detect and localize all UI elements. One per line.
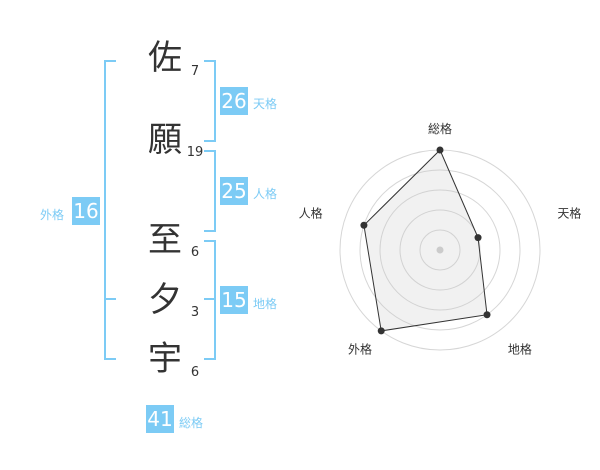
name-char: 佐 xyxy=(148,38,182,78)
radar-area xyxy=(363,149,488,332)
radar-point xyxy=(436,146,444,154)
jinkaku-label: 人格 xyxy=(253,187,278,201)
name-char: 至 xyxy=(148,220,182,260)
radar-center xyxy=(436,246,444,254)
radar-ring xyxy=(359,169,521,331)
radar-axis-label: 外格 xyxy=(348,342,372,357)
tenkaku-label: 天格 xyxy=(253,97,278,111)
radar-point xyxy=(377,327,385,335)
tenkaku-bracket xyxy=(204,60,216,142)
radar-axis-label: 人格 xyxy=(299,205,323,220)
stroke-count: 6 xyxy=(190,365,200,380)
name-char: 宇 xyxy=(148,339,182,379)
gaikaku-bracket-tick xyxy=(106,298,116,300)
stroke-count: 7 xyxy=(190,64,200,79)
chikaku-bracket xyxy=(204,240,216,360)
gaikaku-value: 16 xyxy=(72,197,100,225)
stroke-count: 19 xyxy=(186,145,204,160)
chikaku-label: 地格 xyxy=(253,297,278,311)
stroke-count: 6 xyxy=(190,245,200,260)
gaikaku-label: 外格 xyxy=(40,208,65,222)
radar-axis-label: 総格 xyxy=(428,121,452,136)
soukaku-value: 41 xyxy=(146,405,174,433)
radar-axis-label: 地格 xyxy=(508,342,532,357)
radar-point xyxy=(483,311,491,319)
jinkaku-bracket xyxy=(204,150,216,232)
stroke-count: 3 xyxy=(190,305,200,320)
gaikaku-bracket xyxy=(104,60,116,360)
radar-ring xyxy=(419,229,461,271)
chikaku-bracket-tick xyxy=(204,298,214,300)
jinkaku-value: 25 xyxy=(220,177,248,205)
radar-axis-label: 天格 xyxy=(557,205,581,220)
soukaku-label: 総格 xyxy=(179,416,204,430)
tenkaku-value: 26 xyxy=(220,87,248,115)
chikaku-value: 15 xyxy=(220,286,248,314)
radar-ring xyxy=(399,209,481,291)
name-char: 夕 xyxy=(148,280,182,320)
radar-point xyxy=(360,221,368,229)
name-char: 願 xyxy=(148,120,182,160)
radar-point xyxy=(474,234,482,242)
radar-ring xyxy=(379,189,501,311)
